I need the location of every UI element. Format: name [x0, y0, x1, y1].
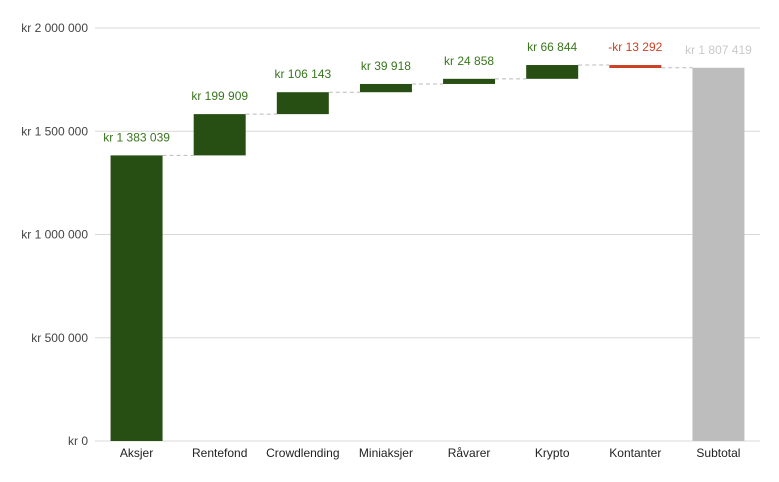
data-label: -kr 13 292: [608, 40, 662, 54]
category-label: Rentefond: [192, 446, 247, 460]
category-label: Krypto: [535, 446, 570, 460]
bar-subtotal: [692, 67, 745, 441]
data-label: kr 66 844: [527, 40, 577, 54]
y-tick-label: kr 0: [68, 434, 88, 448]
bar-kontanter: [609, 65, 662, 69]
data-label: kr 106 143: [274, 67, 331, 81]
category-label: Crowdlending: [266, 446, 339, 460]
category-label: Miniaksjer: [359, 446, 413, 460]
data-label: kr 1 807 419: [685, 43, 752, 57]
y-tick-label: kr 1 500 000: [21, 124, 88, 138]
category-label: Kontanter: [609, 446, 661, 460]
bar-rentefond: [193, 114, 246, 156]
y-axis-ticks: kr 0 kr 500 000 kr 1 000 000 kr 1 500 000 kr…: [21, 21, 88, 448]
data-label: kr 199 909: [191, 89, 248, 103]
bars: [110, 65, 745, 441]
bar-crowdlending: [276, 92, 329, 115]
bar-miniaksjer: [359, 83, 412, 93]
connector-lines: [162, 64, 693, 156]
data-label: kr 24 858: [444, 54, 494, 68]
bar-krypto: [526, 65, 579, 79]
y-tick-label: kr 2 000 000: [21, 21, 88, 35]
y-tick-label: kr 500 000: [31, 331, 88, 345]
data-label: kr 1 383 039: [103, 130, 170, 144]
category-label: Aksjer: [120, 446, 153, 460]
data-labels: kr 1 383 039 kr 199 909 kr 106 143 kr 39 91…: [103, 40, 752, 144]
category-label: Råvarer: [448, 446, 491, 460]
data-label: kr 39 918: [361, 59, 411, 73]
y-tick-label: kr 1 000 000: [21, 228, 88, 242]
bar-aksjer: [110, 155, 163, 441]
bar-råvarer: [443, 78, 496, 84]
category-label: Subtotal: [696, 446, 740, 460]
x-axis-categories: Aksjer Rentefond Crowdlending Miniaksjer Råv…: [120, 446, 741, 460]
